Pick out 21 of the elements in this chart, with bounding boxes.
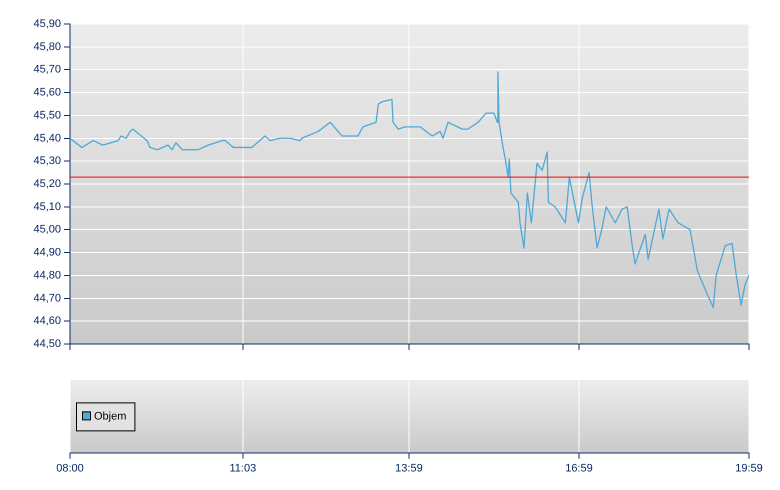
y-tick-label: 44,80 xyxy=(33,269,61,282)
y-tick-label: 44,70 xyxy=(33,292,61,304)
text: 16:59 xyxy=(565,462,593,474)
y-tick-label: 45,80 xyxy=(33,40,61,53)
y-tick-label: 45,60 xyxy=(33,86,61,99)
y-tick-label: 45,20 xyxy=(33,178,61,190)
text: 13:59 xyxy=(395,462,423,474)
legend-label: Objem xyxy=(94,410,126,422)
text: 08:00 xyxy=(56,462,84,474)
y-tick-label: 45,70 xyxy=(33,64,61,76)
text: 11:03 xyxy=(230,462,256,474)
y-tick-label: 44,50 xyxy=(33,338,61,350)
y-tick-label: 45,40 xyxy=(33,132,61,144)
text: 19:59 xyxy=(735,462,763,474)
y-tick-label: 45,90 xyxy=(33,18,61,30)
y-tick-label: 44,90 xyxy=(33,246,61,259)
y-tick-label: 45,00 xyxy=(33,224,61,236)
y-tick-label: 44,60 xyxy=(33,315,61,328)
y-tick-label: 45,30 xyxy=(33,155,61,168)
y-tick-label: 45,50 xyxy=(33,109,61,122)
y-tick-label: 45,10 xyxy=(33,200,61,213)
